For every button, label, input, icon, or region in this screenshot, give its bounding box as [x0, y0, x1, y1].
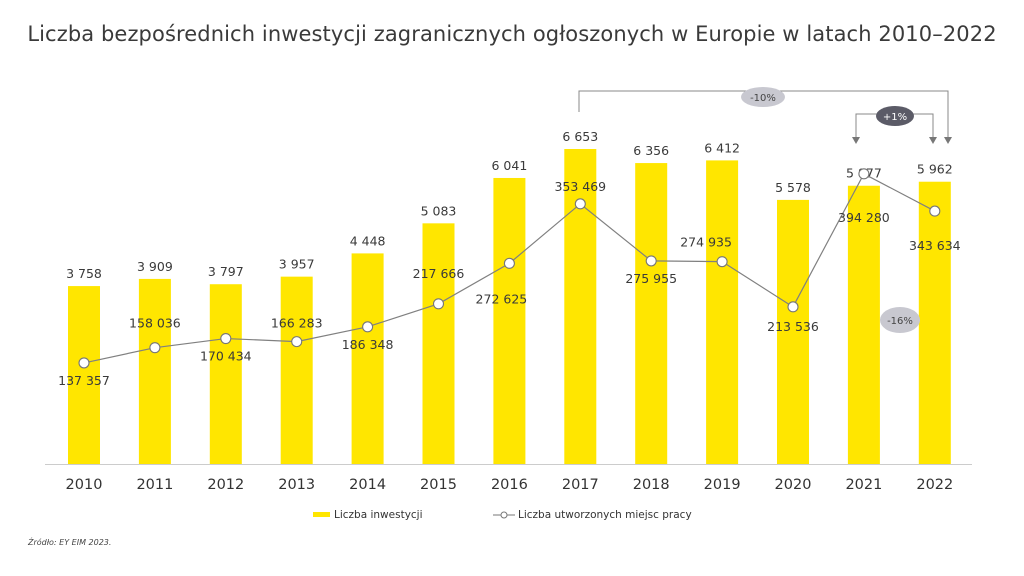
line-label-2016: 272 625	[476, 291, 528, 306]
line-label-2015: 217 666	[413, 266, 465, 281]
bar-label-2015: 5 083	[421, 203, 457, 218]
line-label-2010: 137 357	[58, 373, 110, 388]
line-label-2011: 158 036	[129, 316, 181, 331]
bar-label-2019: 6 412	[704, 140, 740, 155]
annotation-minus-10: -10%	[750, 93, 776, 104]
x-tick-2012: 2012	[207, 477, 244, 493]
bar-label-2012: 3 797	[208, 264, 244, 279]
bar-label-2022: 5 962	[917, 162, 953, 177]
x-tick-2011: 2011	[136, 477, 173, 493]
bar-label-2013: 3 957	[279, 257, 315, 272]
bar-2016	[493, 177, 526, 465]
bar-label-2016: 6 041	[492, 158, 528, 173]
line-label-2019: 274 935	[680, 235, 732, 250]
bar-label-2010: 3 758	[66, 266, 102, 281]
arrow-down-icon	[944, 137, 952, 144]
x-tick-2021: 2021	[845, 477, 882, 493]
legend-line-label: Liczba utworzonych miejsc pracy	[518, 509, 692, 521]
x-tick-2020: 2020	[775, 477, 812, 493]
line-label-2018: 275 955	[625, 271, 677, 286]
line-point-2010	[78, 357, 90, 369]
bar-2018	[635, 163, 668, 464]
bar-2020	[777, 199, 809, 465]
x-tick-2019: 2019	[704, 477, 741, 493]
bar-2015	[422, 223, 455, 464]
annotation-minus-16: -16%	[887, 316, 913, 327]
bar-2011	[138, 278, 171, 464]
x-tick-2010: 2010	[66, 477, 103, 493]
line-point-2015	[432, 298, 445, 310]
pill-plus-1	[876, 106, 914, 126]
source-note: Źródło: EY EIM 2023.	[28, 538, 112, 547]
line-point-2012	[220, 333, 232, 345]
line-point-2021	[858, 168, 870, 180]
legend-line-marker	[500, 511, 508, 519]
line-point-2011	[149, 342, 161, 354]
line-point-2014	[362, 321, 374, 333]
line-point-2017	[574, 198, 586, 210]
x-tick-2018: 2018	[633, 477, 670, 493]
line-label-2017: 353 469	[554, 179, 606, 194]
bar-label-2014: 4 448	[350, 233, 386, 248]
bar-2014	[351, 253, 384, 464]
bar-2019	[706, 160, 739, 464]
arrow-down-icon	[929, 137, 937, 144]
line-point-2019	[716, 256, 728, 268]
bar-label-2017: 6 653	[562, 129, 598, 144]
bar-2017	[564, 149, 597, 464]
x-tick-2016: 2016	[491, 477, 528, 493]
annotation-plus-1: +1%	[883, 112, 907, 123]
arrow-down-icon	[852, 137, 860, 144]
bar-2010	[68, 286, 100, 464]
legend-bar-swatch	[313, 512, 330, 517]
line-label-2012: 170 434	[200, 349, 252, 364]
line-point-2022	[929, 205, 941, 217]
line-label-2014: 186 348	[342, 337, 394, 352]
line-label-2020: 213 536	[767, 319, 819, 334]
bar-2021	[847, 185, 880, 464]
x-tick-2015: 2015	[420, 477, 457, 493]
bar-label-2020: 5 578	[775, 180, 811, 195]
chart-title: Liczba bezpośrednich inwestycji zagranic…	[27, 22, 997, 46]
bar-label-2011: 3 909	[137, 259, 173, 274]
pill-minus-16	[880, 307, 920, 333]
x-tick-2022: 2022	[916, 477, 953, 493]
x-tick-2017: 2017	[562, 477, 599, 493]
pill-minus-10	[741, 87, 785, 107]
line-point-2016	[503, 257, 515, 269]
x-tick-2013: 2013	[278, 477, 315, 493]
bar-label-2018: 6 356	[633, 143, 669, 158]
line-label-2021: 394 280	[838, 210, 890, 225]
line-label-2013: 166 283	[271, 316, 323, 331]
line-label-2022: 343 634	[909, 238, 961, 253]
bar-2012	[209, 284, 242, 464]
line-point-2020	[787, 301, 799, 313]
line-point-2013	[291, 336, 303, 348]
line-point-2018	[645, 255, 657, 267]
x-tick-2014: 2014	[349, 477, 386, 493]
legend-bars-label: Liczba inwestycji	[334, 509, 423, 521]
bar-2013	[280, 276, 313, 464]
bar-2022	[918, 181, 951, 465]
